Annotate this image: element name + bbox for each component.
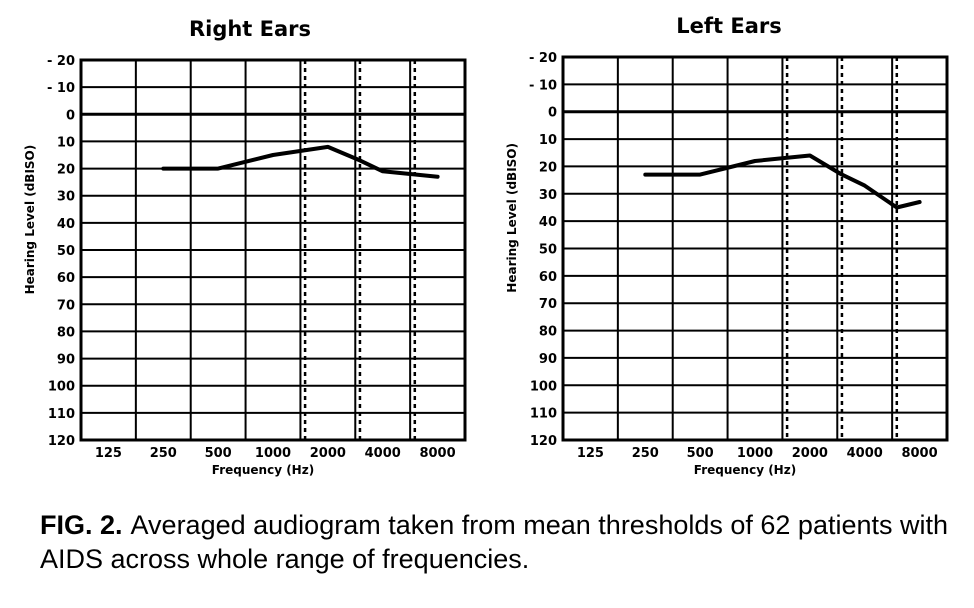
right-ears-y-tick-label: 100 (48, 380, 75, 395)
left-ears-title: Left Ears (676, 14, 781, 38)
left-ears-y-axis-label: Hearing Level (dBISO) (505, 143, 519, 293)
right-ears-y-tick-label: 40 (57, 217, 75, 232)
left-ears-y-tick-label: 0 (548, 106, 557, 121)
right-ears-y-tick-label: 0 (66, 108, 75, 123)
right-ears-title: Right Ears (189, 17, 311, 41)
right-ears-threshold-line (161, 144, 440, 179)
left-ears-y-tick-label: 40 (539, 215, 557, 230)
left-ears-y-tick-label: 60 (539, 270, 557, 285)
right-ears-y-tick-label: 120 (48, 434, 75, 449)
left-ears-x-tick-label: 2000 (792, 446, 828, 461)
left-ears-x-tick-label: 125 (577, 446, 604, 461)
right-ears-y-tick-label: 50 (57, 244, 75, 259)
left-ears-y-tick-label: 50 (539, 243, 557, 258)
right-ears-x-tick-label: 1000 (255, 446, 291, 461)
left-ears-y-tick-label: 20 (539, 160, 557, 175)
right-ears-x-tick-label: 2000 (310, 446, 346, 461)
left-ears-chart: Left Ears - 20 - 10 0 10 20 30 40 50 60 70 80 90 100 1… (505, 14, 949, 477)
left-ears-y-tick-label: - 20 (529, 51, 557, 66)
right-ears-x-tick-label: 125 (95, 446, 122, 461)
figure-caption: FIG. 2. Averaged audiogram taken from mea… (40, 508, 960, 576)
left-ears-y-tick-label: 100 (530, 379, 557, 394)
left-ears-y-tick-label: 110 (530, 407, 557, 422)
left-ears-x-tick-label: 8000 (901, 446, 937, 461)
right-ears-y-tick-label: 70 (57, 298, 75, 313)
right-ears-x-tick-label: 8000 (419, 446, 455, 461)
right-ears-y-tick-label: - 10 (47, 81, 75, 96)
left-ears-x-tick-label: 250 (632, 446, 659, 461)
figure-caption-label: FIG. 2. (40, 510, 123, 540)
right-ears-x-tick-label: 4000 (365, 446, 401, 461)
left-ears-y-tick-label: 120 (530, 434, 557, 449)
right-ears-plot-frame (79, 58, 467, 442)
left-ears-threshold-line (643, 153, 922, 210)
left-ears-plot-frame (561, 55, 949, 442)
right-ears-y-tick-label: 110 (48, 407, 75, 422)
left-ears-y-tick-label: 70 (539, 297, 557, 312)
left-ears-x-tick-label: 500 (687, 446, 714, 461)
left-ears-x-tick-label: 1000 (737, 446, 773, 461)
left-ears-x-tick-label: 4000 (847, 446, 883, 461)
right-ears-y-tick-label: 20 (57, 163, 75, 178)
right-ears-x-axis-label: Frequency (Hz) (212, 463, 314, 477)
left-ears-y-tick-label: 30 (539, 188, 557, 203)
left-ears-x-axis-label: Frequency (Hz) (694, 463, 796, 477)
right-ears-y-axis-label: Hearing Level (dBISO) (23, 145, 37, 295)
audiogram-figure: Right Ears- 20- 100102030405060708090100… (23, 14, 949, 477)
right-ears-y-tick-label: 80 (57, 325, 75, 340)
left-ears-y-tick-label: 10 (539, 133, 557, 148)
right-ears-x-tick-label: 250 (150, 446, 177, 461)
right-ears-y-tick-label: 30 (57, 190, 75, 205)
right-ears-y-tick-label: 60 (57, 271, 75, 286)
right-ears-y-tick-label: 10 (57, 135, 75, 150)
figure-caption-text: Averaged audiogram taken from mean thres… (40, 510, 949, 574)
right-ears-y-tick-label: 90 (57, 353, 75, 368)
right-ears-chart: Right Ears - 20 - 10 0 10 20 30 40 50 60 70 80 90 100… (23, 17, 467, 477)
left-ears-y-tick-label: 80 (539, 325, 557, 340)
left-ears-y-tick-label: - 10 (529, 78, 557, 93)
right-ears-y-tick-label: - 20 (47, 54, 75, 69)
left-ears-y-tick-label: 90 (539, 352, 557, 367)
right-ears-x-tick-label: 500 (205, 446, 232, 461)
